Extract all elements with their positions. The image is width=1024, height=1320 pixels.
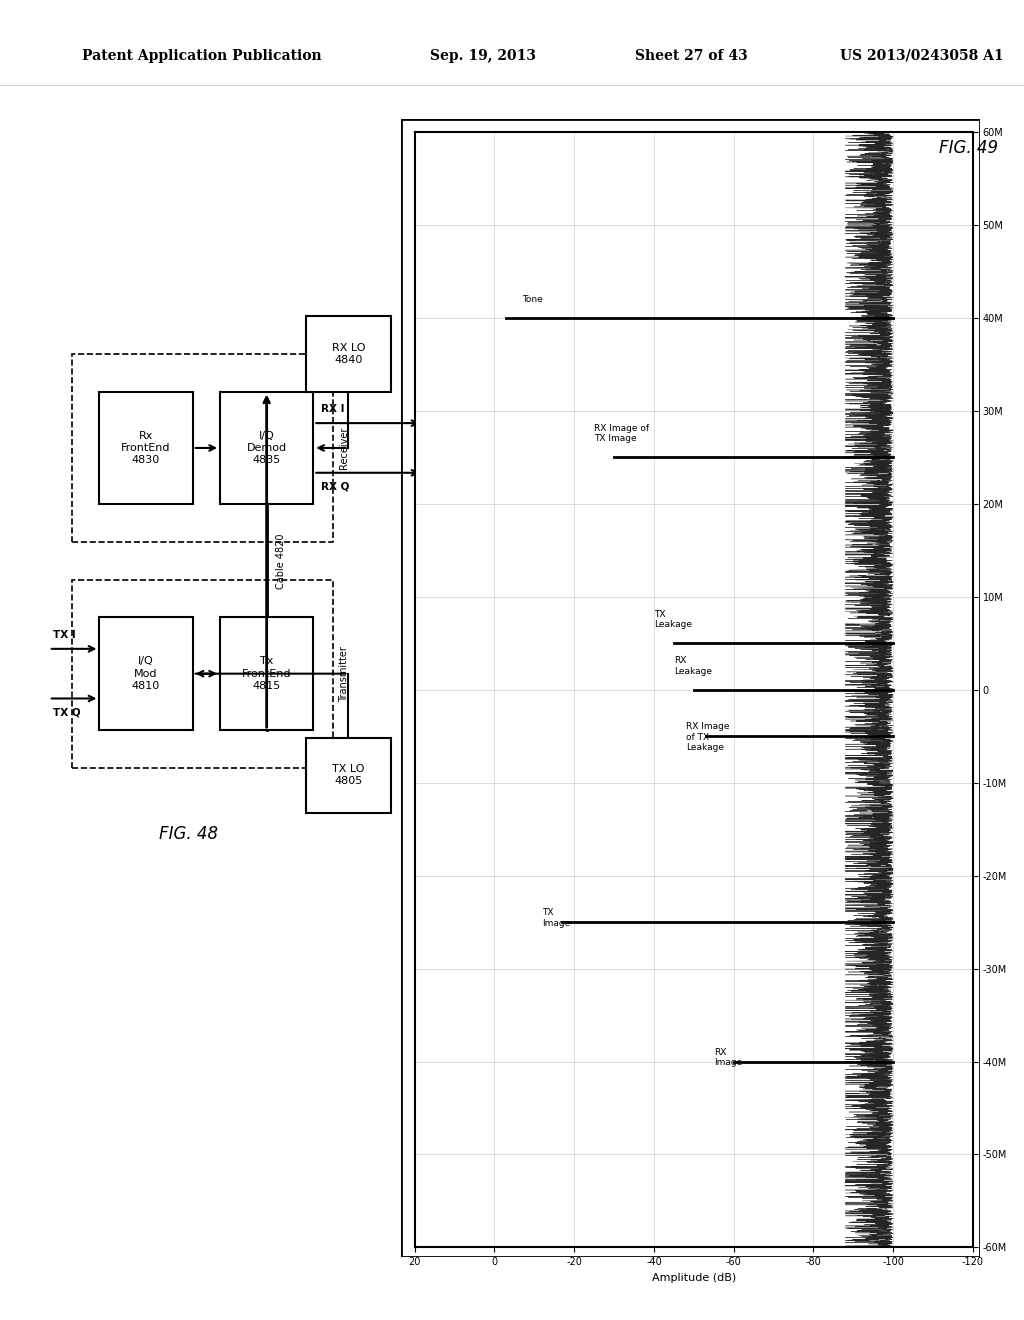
Text: RX I: RX I bbox=[322, 404, 345, 414]
Bar bbox=[220, 618, 313, 730]
Text: US 2013/0243058 A1: US 2013/0243058 A1 bbox=[840, 49, 1004, 63]
Text: RX Image
of TX
Leakage: RX Image of TX Leakage bbox=[686, 722, 729, 752]
Bar bbox=[220, 392, 313, 504]
Text: Receiver: Receiver bbox=[339, 426, 348, 469]
Text: TX
Image: TX Image bbox=[543, 908, 570, 928]
Text: RX Q: RX Q bbox=[322, 482, 349, 492]
Bar bbox=[72, 354, 333, 543]
X-axis label: Amplitude (dB): Amplitude (dB) bbox=[651, 1272, 736, 1283]
Text: Tone: Tone bbox=[522, 294, 543, 304]
Text: TX LO
4805: TX LO 4805 bbox=[332, 764, 365, 787]
Bar bbox=[305, 317, 391, 392]
Text: FIG. 48: FIG. 48 bbox=[160, 825, 218, 843]
Text: TX Q: TX Q bbox=[52, 708, 80, 718]
Text: TX
Leakage: TX Leakage bbox=[654, 610, 692, 630]
Text: Cable 4820: Cable 4820 bbox=[276, 533, 287, 589]
Bar bbox=[99, 618, 193, 730]
Bar bbox=[99, 392, 193, 504]
Text: Tx
FrontEnd
4815: Tx FrontEnd 4815 bbox=[242, 656, 292, 692]
Text: RX Image of
TX Image: RX Image of TX Image bbox=[594, 424, 649, 444]
Text: Sep. 19, 2013: Sep. 19, 2013 bbox=[430, 49, 537, 63]
Bar bbox=[72, 579, 333, 768]
Text: RX
Leakage: RX Leakage bbox=[674, 656, 712, 676]
Text: Patent Application Publication: Patent Application Publication bbox=[82, 49, 322, 63]
Text: I/Q
Mod
4810: I/Q Mod 4810 bbox=[132, 656, 160, 692]
Text: I/Q
Demod
4835: I/Q Demod 4835 bbox=[247, 430, 287, 466]
Text: FIG. 49: FIG. 49 bbox=[939, 139, 998, 157]
Text: TX I: TX I bbox=[52, 630, 76, 640]
Bar bbox=[305, 738, 391, 813]
Text: Rx
FrontEnd
4830: Rx FrontEnd 4830 bbox=[121, 430, 171, 466]
Text: Transmitter: Transmitter bbox=[339, 645, 348, 702]
Text: Sheet 27 of 43: Sheet 27 of 43 bbox=[635, 49, 748, 63]
Text: RX LO
4840: RX LO 4840 bbox=[332, 343, 366, 366]
Text: RX
Image: RX Image bbox=[714, 1048, 742, 1067]
